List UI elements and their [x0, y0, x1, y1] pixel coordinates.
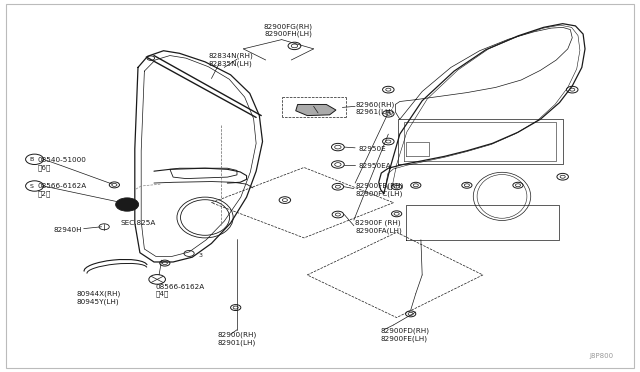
Text: 82834N(RH)
82835N(LH): 82834N(RH) 82835N(LH): [208, 53, 253, 67]
Text: 82940H: 82940H: [53, 227, 82, 234]
Text: B: B: [29, 157, 34, 162]
Text: SEC.825A: SEC.825A: [121, 220, 156, 226]
Text: 08566-6162A
（4）: 08566-6162A （4）: [156, 284, 205, 297]
Text: 3: 3: [198, 253, 203, 258]
Circle shape: [121, 201, 134, 208]
Text: 82960(RH)
82961(LH): 82960(RH) 82961(LH): [355, 101, 394, 115]
Polygon shape: [296, 105, 336, 116]
Text: 82900FD(RH)
82900FE(LH): 82900FD(RH) 82900FE(LH): [381, 328, 429, 342]
Text: 82950E: 82950E: [358, 146, 386, 152]
Text: 82900(RH)
82901(LH): 82900(RH) 82901(LH): [218, 332, 257, 346]
Text: 82900FG(RH)
82900FH(LH): 82900FG(RH) 82900FH(LH): [264, 23, 312, 37]
Text: J8P800: J8P800: [589, 353, 614, 359]
Text: 82900F (RH)
82900FA(LH): 82900F (RH) 82900FA(LH): [355, 220, 402, 234]
Text: 08540-51000
（6）: 08540-51000 （6）: [38, 157, 86, 171]
Text: 82900FB(RH)
82900FC(LH): 82900FB(RH) 82900FC(LH): [355, 183, 403, 197]
Circle shape: [116, 198, 139, 211]
Text: S: S: [29, 183, 33, 189]
Text: 80944X(RH)
80945Y(LH): 80944X(RH) 80945Y(LH): [76, 291, 120, 305]
Text: 82950EA: 82950EA: [358, 163, 391, 169]
Text: 08566-6162A
（2）: 08566-6162A （2）: [38, 183, 87, 196]
